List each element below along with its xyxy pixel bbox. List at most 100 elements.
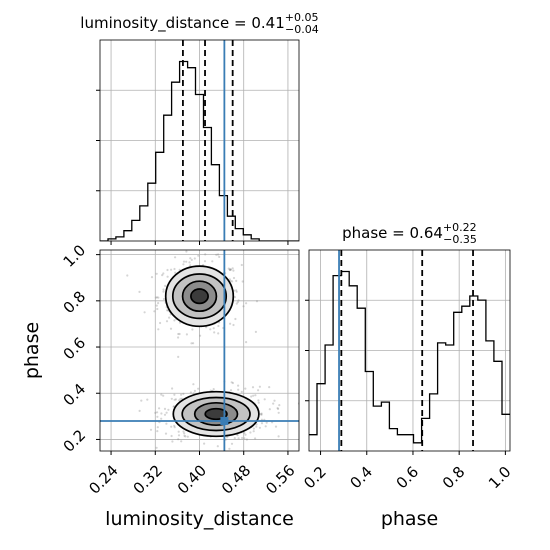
sample-point: [186, 435, 189, 438]
sample-point: [232, 323, 235, 327]
sample-point: [156, 307, 159, 311]
sample-point: [154, 411, 157, 414]
sample-point: [153, 310, 156, 313]
y-tick-label: 0.2: [60, 426, 90, 456]
x-tick-label: 0.6: [393, 463, 423, 493]
sample-point: [237, 299, 240, 302]
sample-point: [180, 393, 183, 396]
sample-point: [178, 399, 181, 402]
sample-point: [276, 407, 279, 410]
sample-point: [157, 296, 160, 299]
sample-point: [165, 422, 168, 425]
x-tick-label: 0.48: [218, 461, 254, 497]
phase-histogram-panel: 0.2 0.4 0.6 0.8 1.0 phase = 0.64+0.22 −0.35 p…: [300, 221, 514, 530]
sample-point: [241, 280, 244, 283]
sample-point: [171, 387, 174, 390]
sample-point: [140, 399, 143, 402]
sample-point: [173, 319, 176, 322]
sample-point: [237, 388, 240, 391]
sample-point: [230, 381, 233, 384]
sample-point: [184, 435, 187, 438]
title-minus: −0.35: [443, 233, 477, 246]
sample-point: [236, 434, 239, 437]
sample-point: [185, 250, 188, 253]
sample-point: [190, 258, 193, 261]
sample-point: [233, 437, 236, 440]
luminosity-distance-histogram-panel: luminosity_distance = 0.41+0.05 −0.04: [80, 11, 319, 245]
sample-point: [178, 332, 181, 336]
sample-point: [268, 386, 271, 389]
sample-point: [252, 427, 255, 430]
sample-point: [213, 331, 216, 334]
sample-point: [257, 401, 260, 404]
y-tick-label: 1.0: [60, 241, 90, 271]
sample-point: [156, 411, 159, 414]
title-equals: =: [387, 224, 409, 242]
sample-point: [177, 434, 181, 437]
sample-point: [192, 383, 195, 386]
sample-point: [260, 413, 263, 416]
sample-point: [273, 399, 276, 402]
sample-point: [156, 296, 159, 299]
sample-point: [228, 268, 231, 271]
sample-point: [162, 272, 165, 275]
sample-point: [143, 311, 146, 314]
sample-point: [150, 276, 154, 279]
sample-point: [252, 394, 255, 397]
sample-point: [229, 268, 232, 271]
sample-point: [156, 415, 159, 418]
sample-point: [183, 432, 186, 435]
sample-point: [189, 237, 191, 239]
sample-point: [217, 253, 220, 256]
x-axis-label-phase: phase: [381, 508, 438, 530]
sample-point: [177, 332, 180, 336]
sample-point: [158, 407, 161, 410]
contour-layer: [126, 237, 299, 451]
sample-point: [179, 397, 182, 400]
luminosity-distance-title: luminosity_distance = 0.41+0.05 −0.04: [80, 11, 318, 36]
sample-point: [250, 395, 253, 398]
sample-point: [217, 324, 220, 328]
sample-point: [177, 430, 180, 433]
sample-point: [189, 391, 192, 394]
sample-point: [138, 290, 141, 293]
sample-point: [162, 288, 165, 291]
sample-point: [149, 428, 153, 431]
sample-point: [164, 432, 168, 435]
title-median: 0.41: [251, 14, 284, 32]
sample-point: [192, 342, 195, 345]
y-tick-label: 0.4: [60, 380, 90, 410]
sample-point: [182, 260, 186, 263]
sample-point: [174, 398, 177, 401]
sample-point: [182, 430, 185, 433]
sample-point: [255, 423, 258, 426]
sample-point: [274, 425, 278, 428]
sample-point: [170, 268, 173, 271]
title-median: 0.64: [410, 224, 443, 242]
sample-point: [193, 389, 196, 392]
sample-point: [173, 398, 176, 401]
sample-point: [212, 327, 215, 330]
sample-point: [191, 328, 194, 331]
title-equals: =: [229, 14, 251, 32]
y-tick-label: 0.6: [60, 334, 90, 364]
sample-point: [218, 255, 221, 258]
sample-point: [237, 437, 240, 440]
sample-point: [185, 333, 188, 336]
sample-point: [163, 413, 167, 416]
sample-point: [254, 330, 257, 333]
title-text: phase: [342, 224, 387, 242]
sample-point: [229, 268, 232, 271]
x-tick-label: 1.0: [485, 463, 515, 493]
sample-point: [162, 290, 165, 293]
sample-point: [245, 438, 248, 441]
sample-point: [216, 445, 219, 448]
sample-point: [255, 300, 259, 303]
sample-point: [157, 328, 160, 331]
density-contour: [204, 407, 228, 421]
sample-point: [146, 398, 149, 401]
phase-title: phase = 0.64+0.22 −0.35: [342, 221, 477, 246]
sample-point: [174, 271, 177, 274]
sample-point: [235, 302, 238, 305]
